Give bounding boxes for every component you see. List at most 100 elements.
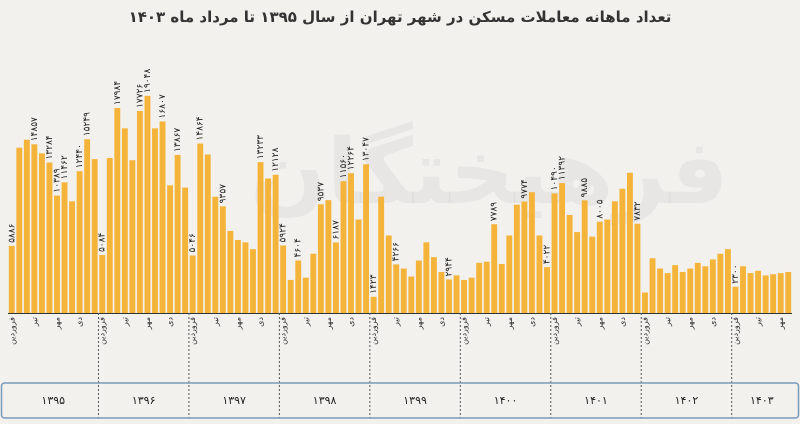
- value-label: ۱۴۲۳: [369, 274, 379, 294]
- value-label: ۹۸۸۵: [580, 178, 590, 198]
- bar: [702, 266, 709, 313]
- bar: [476, 262, 483, 313]
- bar: [348, 173, 354, 313]
- bar: [325, 200, 332, 313]
- month-tick-label: دی: [347, 317, 356, 327]
- month-tick-label: فروردین: [279, 317, 288, 345]
- bar: [551, 193, 558, 313]
- month-tick-label: دی: [437, 317, 446, 327]
- year-band-frame: [0, 382, 800, 419]
- bar: [513, 204, 520, 313]
- value-label: ۱۰۴۹۰: [550, 166, 560, 190]
- month-tick-label: دی: [166, 317, 175, 327]
- bar: [770, 274, 777, 313]
- bar: [694, 262, 701, 313]
- month-tick-label: فروردین: [731, 317, 740, 345]
- value-label: ۸۰۰۵: [595, 199, 605, 219]
- bar: [619, 188, 626, 313]
- month-tick-label: مهر: [53, 317, 62, 330]
- bar: [272, 174, 279, 313]
- value-label: ۷۸۳۲: [633, 201, 643, 221]
- bar: [498, 263, 505, 313]
- bar: [197, 143, 204, 313]
- bar: [415, 260, 422, 313]
- bar: [589, 236, 596, 313]
- bar: [430, 257, 437, 313]
- bar: [461, 279, 468, 313]
- bar: [317, 204, 324, 313]
- month-tick-label: فروردین: [98, 317, 107, 345]
- month-tick-label: فروردین: [641, 317, 650, 345]
- value-label: ۱۵۲۴۹: [83, 112, 93, 136]
- bar: [626, 172, 633, 313]
- bar: [69, 201, 76, 313]
- bar: [762, 275, 769, 313]
- bar: [611, 201, 618, 313]
- value-label: ۱۲۴۴۰: [75, 144, 85, 168]
- value-label: ۵۰۴۶: [188, 233, 198, 253]
- value-label: ۱۱۴۶۲: [60, 155, 70, 179]
- bar: [453, 275, 460, 313]
- bar: [574, 232, 581, 313]
- bar: [136, 110, 143, 313]
- month-tick-label: تیر: [30, 317, 39, 327]
- bars: [8, 95, 792, 313]
- value-label: ۲۹۴۴: [445, 257, 455, 277]
- bar: [54, 195, 60, 313]
- year-label: ۱۴۰۲: [675, 394, 699, 407]
- value-label: ۱۷۹۸۴: [113, 81, 123, 105]
- bar: [506, 235, 513, 313]
- bar: [657, 268, 664, 313]
- bar: [61, 182, 68, 313]
- value-label: ۱۴۸۵۷: [30, 117, 40, 141]
- year-label: ۱۳۹۷: [222, 394, 246, 407]
- bar: [204, 154, 211, 313]
- value-label: ۵۰۸۴: [98, 233, 108, 253]
- month-tick-label: فروردین: [188, 317, 197, 345]
- value-label: ۱۰۳۸۹: [53, 168, 63, 192]
- bar: [544, 267, 550, 313]
- month-tick-label: تیر: [211, 317, 220, 327]
- bar: [91, 159, 98, 313]
- bar: [212, 196, 219, 313]
- bar: [152, 128, 158, 313]
- value-label: ۴۰۲۲: [543, 245, 553, 265]
- value-label: ۹۳۵۷: [218, 184, 228, 204]
- month-tick-label: تیر: [754, 317, 763, 327]
- bar: [265, 178, 272, 313]
- bar: [521, 201, 528, 313]
- bar: [400, 268, 407, 313]
- bar: [581, 200, 588, 313]
- bar: [76, 171, 83, 313]
- value-label: ۴۶۰۴: [294, 238, 304, 258]
- value-label: ۱۱۳۹۲: [558, 156, 568, 180]
- month-tick-label: تیر: [663, 317, 672, 327]
- bar: [709, 259, 716, 313]
- bar: [189, 255, 196, 313]
- bar: [446, 279, 452, 313]
- month-tick-label: فروردین: [550, 317, 559, 345]
- bar: [468, 277, 475, 313]
- bar: [687, 268, 694, 313]
- bar: [159, 121, 166, 313]
- value-label: ۱۴۸۶۴: [196, 116, 206, 140]
- bar: [84, 139, 91, 313]
- bar: [144, 95, 151, 313]
- month-tick-label: فروردین: [7, 317, 16, 345]
- value-label: ۹۵۳۷: [316, 182, 326, 202]
- month-tick-label: مهر: [776, 317, 785, 330]
- year-label: ۱۳۹۸: [313, 394, 337, 407]
- bar: [167, 185, 174, 313]
- bar: [257, 162, 264, 313]
- month-tick-label: تیر: [392, 317, 401, 327]
- bar: [679, 271, 686, 313]
- bar: [717, 253, 724, 313]
- bar: [596, 221, 603, 313]
- bar: [129, 160, 136, 313]
- year-label: ۱۴۰۰: [494, 394, 518, 407]
- bar: [536, 235, 543, 313]
- bar: [219, 206, 226, 313]
- month-tick-label: تیر: [301, 317, 310, 327]
- year-label: ۱۴۰۱: [584, 394, 608, 407]
